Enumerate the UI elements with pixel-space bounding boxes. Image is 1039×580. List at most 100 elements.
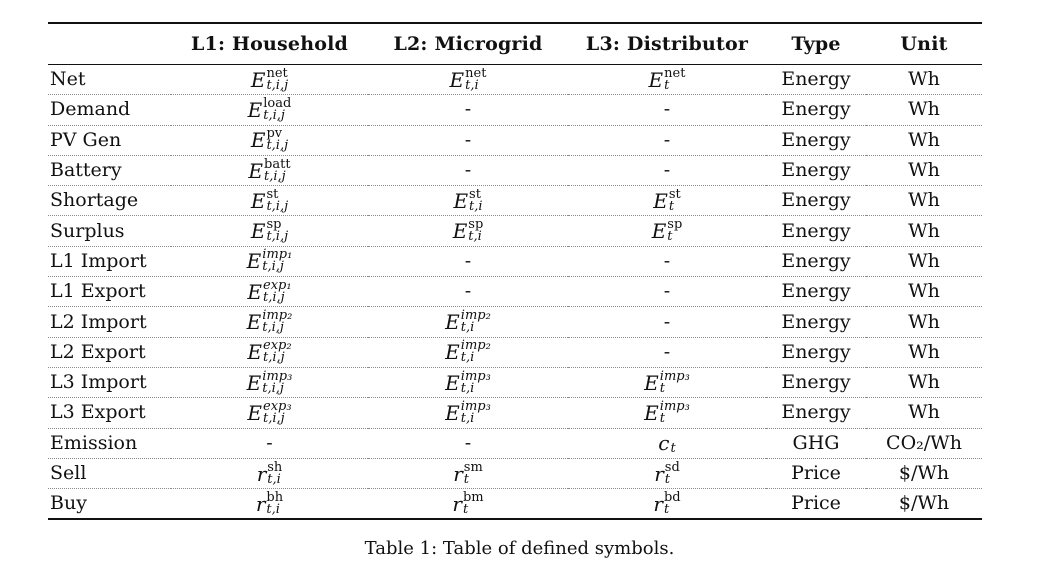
dash-placeholder: - xyxy=(663,280,671,303)
symbol-base: E xyxy=(445,310,460,335)
table-row: Buy r bh t,i r bm t r bd t Price $/Wh xyxy=(48,489,982,520)
symbol-superscript: sp xyxy=(468,217,484,233)
math-symbol: r bh t,i xyxy=(256,491,283,516)
symbol-subscript: t,i,j xyxy=(266,77,289,93)
cell-unit: $/Wh xyxy=(898,492,950,515)
cell-l3-empty: - xyxy=(568,94,766,126)
row-label: L1 Import xyxy=(48,246,171,278)
row-label: L3 Export xyxy=(48,397,171,429)
dash-placeholder: - xyxy=(663,159,671,182)
dash-placeholder: - xyxy=(464,249,472,272)
symbol-superscript: load xyxy=(263,95,292,111)
cell-l3-empty: - xyxy=(568,246,766,278)
cell-type: Energy xyxy=(766,306,866,338)
header-l1-household: L1: Household xyxy=(171,23,368,65)
cell-unit: Wh xyxy=(866,246,982,278)
cell-l3-symbol: r bd t xyxy=(568,489,766,520)
cell-unit: Wh xyxy=(866,276,982,308)
symbol-scripts: imp₃ t,i,j xyxy=(262,370,292,395)
cell-unit: Wh xyxy=(866,306,982,338)
symbol-scripts: st t,i xyxy=(469,186,483,213)
symbol-scripts: st t xyxy=(669,188,681,213)
symbol-scripts: sh t,i xyxy=(267,461,282,486)
symbol-base: E xyxy=(248,158,264,183)
symbol-base: r xyxy=(654,461,664,486)
symbol-subscript: t,i xyxy=(465,77,479,93)
symbol-superscript: st xyxy=(266,186,279,202)
header-l3-distributor: L3: Distributor xyxy=(568,23,766,65)
math-symbol: r sd t xyxy=(654,459,680,487)
cell-unit: Wh xyxy=(866,64,982,96)
symbol-subscript: t,i xyxy=(460,350,475,366)
symbol-base: E xyxy=(250,219,266,244)
symbol-subscript: t,i xyxy=(460,320,475,336)
symbol-scripts: exp₁ t,i,j xyxy=(263,279,292,305)
symbol-superscript: batt xyxy=(264,156,291,172)
symbol-base: E xyxy=(246,310,262,335)
symbol-subscript: t,i,j xyxy=(263,410,285,426)
symbol-scripts: exp₂ t,i,j xyxy=(263,338,292,366)
symbol-superscript: imp₁ xyxy=(262,247,293,263)
row-label: L1 Export xyxy=(48,276,171,308)
row-label: Buy xyxy=(50,492,87,515)
row-label: Surplus xyxy=(48,215,171,247)
symbol-scripts: net t,i,j xyxy=(266,67,289,93)
symbol-scripts: imp₁ t,i,j xyxy=(262,247,293,273)
symbol-superscript: sp xyxy=(667,217,683,233)
cell-type: Energy xyxy=(766,246,866,278)
symbols-table: L1: Household L2: Microgrid L3: Distribu… xyxy=(48,22,982,521)
table-row: Emission - - c t GHG CO₂/Wh xyxy=(48,428,982,459)
cell-unit: Wh xyxy=(866,337,982,368)
cell-type: Energy xyxy=(766,397,866,429)
header-unit: Unit xyxy=(866,23,982,65)
symbol-superscript: exp₂ xyxy=(263,338,292,354)
dash-placeholder: - xyxy=(464,98,472,121)
symbol-base: E xyxy=(247,340,263,365)
symbol-base: r xyxy=(653,491,663,516)
cell-l1-symbol: r bh t,i xyxy=(171,489,368,520)
symbol-subscript: t,i xyxy=(460,380,475,396)
cell-unit: $/Wh xyxy=(866,458,982,490)
symbol-subscript: t,i,j xyxy=(263,350,285,366)
symbols-table-container: L1: Household L2: Microgrid L3: Distribu… xyxy=(48,22,982,521)
row-label: Demand xyxy=(48,94,171,126)
symbol-base: E xyxy=(246,370,262,395)
cell-l3-symbol: r sd t xyxy=(568,458,766,490)
cell-unit: Wh xyxy=(866,125,982,156)
symbol-base: E xyxy=(449,67,465,92)
symbol-base: E xyxy=(250,128,266,153)
symbol-base: c xyxy=(658,431,670,456)
symbol-subscript: t xyxy=(664,471,671,487)
symbol-scripts: bh t,i xyxy=(266,491,283,516)
symbol-scripts: imp₃ t,i xyxy=(460,370,491,396)
symbol-superscript: net xyxy=(465,65,487,81)
symbol-subscript: t,i,j xyxy=(263,107,285,123)
cell-l2-empty: - xyxy=(368,94,568,126)
table-header-row: L1: Household L2: Microgrid L3: Distribu… xyxy=(48,23,982,65)
symbol-subscript: t,i,j xyxy=(264,168,286,184)
header-l2-microgrid: L2: Microgrid xyxy=(368,23,568,65)
symbol-superscript: sd xyxy=(664,459,680,475)
symbol-superscript: st xyxy=(469,186,481,202)
symbol-base: r xyxy=(256,461,267,486)
symbol-subscript: t,i,j xyxy=(263,289,285,305)
